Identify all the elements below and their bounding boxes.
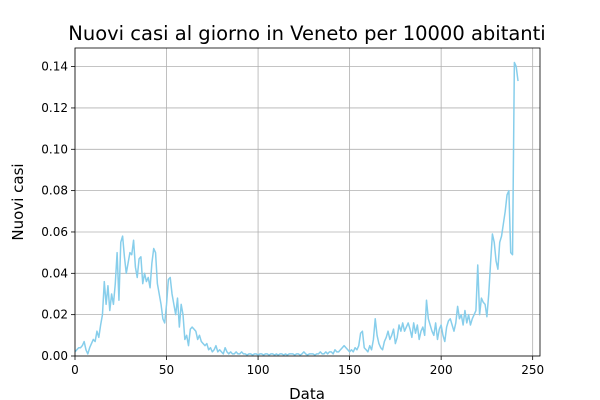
y-tick-label: 0.12 xyxy=(41,101,68,115)
x-tick-label: 250 xyxy=(521,363,544,377)
chart-title: Nuovi casi al giorno in Veneto per 10000… xyxy=(68,22,545,45)
x-tick-label: 150 xyxy=(338,363,361,377)
x-tick-label: 0 xyxy=(71,363,79,377)
x-tick-label: 50 xyxy=(159,363,174,377)
y-tick-label: 0.06 xyxy=(41,225,68,239)
y-tick-label: 0.08 xyxy=(41,184,68,198)
y-axis-label: Nuovi casi xyxy=(9,163,27,240)
y-tick-label: 0.10 xyxy=(41,142,68,156)
plot-frame xyxy=(74,47,541,357)
x-tick-label: 100 xyxy=(247,363,270,377)
y-tick-label: 0.04 xyxy=(41,266,68,280)
x-axis-label: Data xyxy=(289,385,325,400)
x-tick-label: 200 xyxy=(430,363,453,377)
y-tick-label: 0.00 xyxy=(41,349,68,363)
y-tick-label: 0.14 xyxy=(41,60,68,74)
y-tick-label: 0.02 xyxy=(41,308,68,322)
data-line xyxy=(74,61,519,356)
